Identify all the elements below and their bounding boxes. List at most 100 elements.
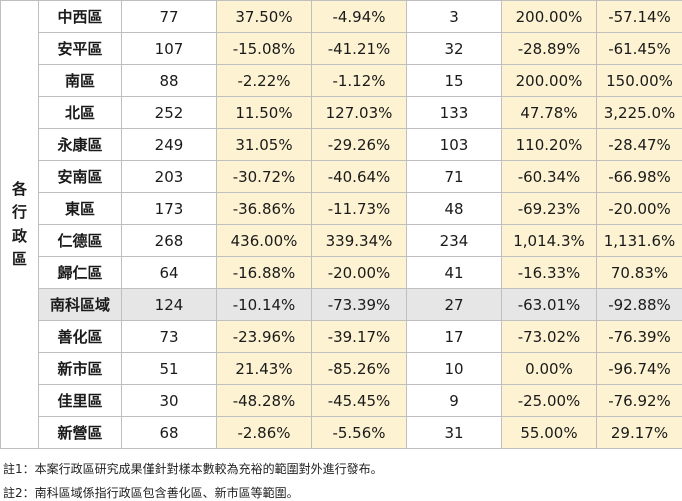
district-name: 新市區 — [39, 353, 122, 385]
district-name: 東區 — [39, 193, 122, 225]
table-row: 安南區 203 -30.72% -40.64% 71 -60.34% -66.9… — [1, 161, 682, 193]
count-cell: 3 — [407, 1, 502, 33]
district-name: 南區 — [39, 65, 122, 97]
count-cell: 32 — [407, 33, 502, 65]
count-cell: 234 — [407, 225, 502, 257]
pct-cell: -20.00% — [312, 257, 407, 289]
count-cell: 9 — [407, 385, 502, 417]
group-label-cell: 各行政區 — [1, 1, 39, 449]
district-name: 新營區 — [39, 417, 122, 449]
pct-cell: -76.39% — [597, 321, 682, 353]
count-cell: 268 — [122, 225, 217, 257]
pct-cell: 127.03% — [312, 97, 407, 129]
pct-cell: 55.00% — [502, 417, 597, 449]
pct-cell: 339.34% — [312, 225, 407, 257]
pct-cell: -15.08% — [217, 33, 312, 65]
count-cell: 124 — [122, 289, 217, 321]
table-row: 永康區 249 31.05% -29.26% 103 110.20% -28.4… — [1, 129, 682, 161]
pct-cell: -36.86% — [217, 193, 312, 225]
group-label: 各行政區 — [12, 178, 28, 271]
pct-cell: -40.64% — [312, 161, 407, 193]
pct-cell: -60.34% — [502, 161, 597, 193]
pct-cell: -73.02% — [502, 321, 597, 353]
count-cell: 30 — [122, 385, 217, 417]
count-cell: 88 — [122, 65, 217, 97]
district-name: 安平區 — [39, 33, 122, 65]
pct-cell: -11.73% — [312, 193, 407, 225]
district-name: 北區 — [39, 97, 122, 129]
pct-cell: -23.96% — [217, 321, 312, 353]
table-row: 仁德區 268 436.00% 339.34% 234 1,014.3% 1,1… — [1, 225, 682, 257]
table-row: 歸仁區 64 -16.88% -20.00% 41 -16.33% 70.83% — [1, 257, 682, 289]
count-cell: 68 — [122, 417, 217, 449]
pct-cell: 70.83% — [597, 257, 682, 289]
pct-cell: -5.56% — [312, 417, 407, 449]
count-cell: 17 — [407, 321, 502, 353]
count-cell: 31 — [407, 417, 502, 449]
count-cell: 107 — [122, 33, 217, 65]
table-row: 東區 173 -36.86% -11.73% 48 -69.23% -20.00… — [1, 193, 682, 225]
pct-cell: -28.47% — [597, 129, 682, 161]
pct-cell: 31.05% — [217, 129, 312, 161]
pct-cell: 29.17% — [597, 417, 682, 449]
pct-cell: -69.23% — [502, 193, 597, 225]
table-row-highlighted: 南科區域 124 -10.14% -73.39% 27 -63.01% -92.… — [1, 289, 682, 321]
pct-cell: -2.86% — [217, 417, 312, 449]
count-cell: 133 — [407, 97, 502, 129]
count-cell: 249 — [122, 129, 217, 161]
pct-cell: -16.88% — [217, 257, 312, 289]
count-cell: 173 — [122, 193, 217, 225]
pct-cell: 1,131.6% — [597, 225, 682, 257]
count-cell: 48 — [407, 193, 502, 225]
pct-cell: -29.26% — [312, 129, 407, 161]
count-cell: 252 — [122, 97, 217, 129]
pct-cell: -16.33% — [502, 257, 597, 289]
pct-cell: -39.17% — [312, 321, 407, 353]
pct-cell: 37.50% — [217, 1, 312, 33]
pct-cell: 150.00% — [597, 65, 682, 97]
pct-cell: -30.72% — [217, 161, 312, 193]
pct-cell: 436.00% — [217, 225, 312, 257]
district-name: 善化區 — [39, 321, 122, 353]
pct-cell: 21.43% — [217, 353, 312, 385]
pct-cell: -2.22% — [217, 65, 312, 97]
count-cell: 41 — [407, 257, 502, 289]
pct-cell: -10.14% — [217, 289, 312, 321]
table-row: 安平區 107 -15.08% -41.21% 32 -28.89% -61.4… — [1, 33, 682, 65]
count-cell: 103 — [407, 129, 502, 161]
table-row: 佳里區 30 -48.28% -45.45% 9 -25.00% -76.92% — [1, 385, 682, 417]
footnote-2: 註2：南科區域係指行政區包含善化區、新市區等範圍。 — [3, 484, 299, 501]
pct-cell: -25.00% — [502, 385, 597, 417]
pct-cell: -92.88% — [597, 289, 682, 321]
pct-cell: -61.45% — [597, 33, 682, 65]
count-cell: 77 — [122, 1, 217, 33]
pct-cell: 3,225.0% — [597, 97, 682, 129]
pct-cell: 47.78% — [502, 97, 597, 129]
district-name: 歸仁區 — [39, 257, 122, 289]
table-row: 新營區 68 -2.86% -5.56% 31 55.00% 29.17% — [1, 417, 682, 449]
pct-cell: -57.14% — [597, 1, 682, 33]
district-name: 仁德區 — [39, 225, 122, 257]
district-name: 安南區 — [39, 161, 122, 193]
count-cell: 51 — [122, 353, 217, 385]
count-cell: 27 — [407, 289, 502, 321]
footnote-1: 註1：本案行政區研究成果僅針對樣本數較為充裕的範圍對外進行發布。 — [3, 460, 383, 477]
table-row: 新市區 51 21.43% -85.26% 10 0.00% -96.74% — [1, 353, 682, 385]
pct-cell: -76.92% — [597, 385, 682, 417]
district-name: 永康區 — [39, 129, 122, 161]
pct-cell: 0.00% — [502, 353, 597, 385]
count-cell: 73 — [122, 321, 217, 353]
count-cell: 10 — [407, 353, 502, 385]
pct-cell: 110.20% — [502, 129, 597, 161]
pct-cell: -41.21% — [312, 33, 407, 65]
district-stats-table: 各行政區 中西區 77 37.50% -4.94% 3 200.00% -57.… — [0, 0, 682, 449]
count-cell: 71 — [407, 161, 502, 193]
pct-cell: 1,014.3% — [502, 225, 597, 257]
pct-cell: -73.39% — [312, 289, 407, 321]
pct-cell: 200.00% — [502, 1, 597, 33]
district-name: 中西區 — [39, 1, 122, 33]
pct-cell: -66.98% — [597, 161, 682, 193]
pct-cell: -48.28% — [217, 385, 312, 417]
district-name: 佳里區 — [39, 385, 122, 417]
count-cell: 15 — [407, 65, 502, 97]
